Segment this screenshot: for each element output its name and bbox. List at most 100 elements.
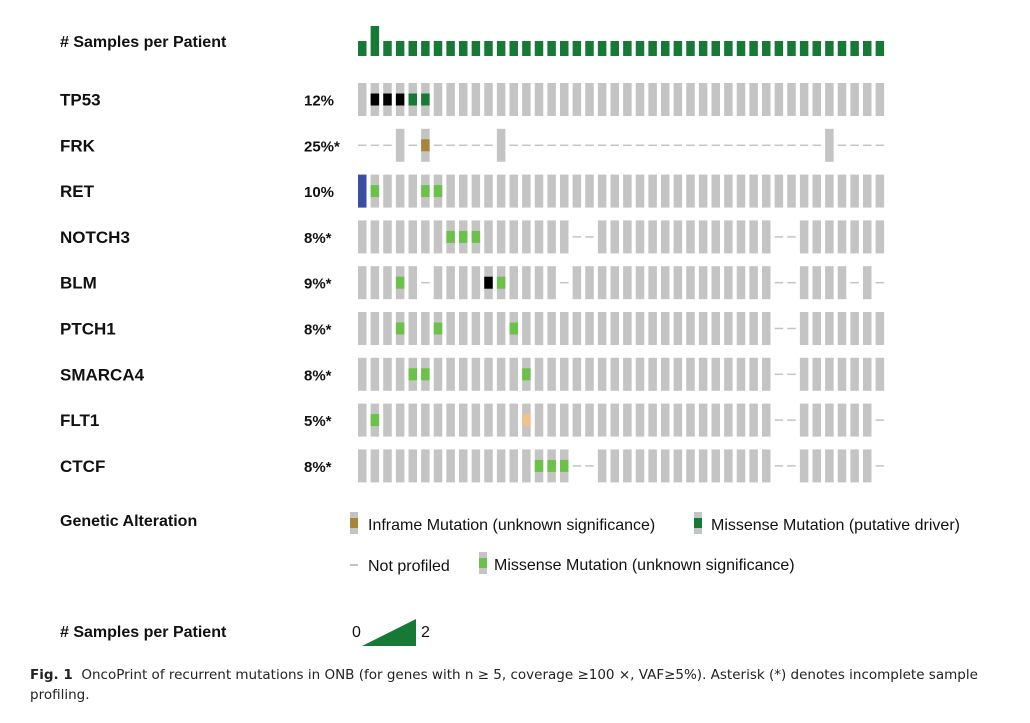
- not-profiled-cell: [471, 144, 481, 147]
- sample-cell: [459, 403, 468, 437]
- sample-cell: [812, 357, 821, 391]
- sample-cell: [749, 403, 758, 437]
- legend-item-missense-unknown: Missense Mutation (unknown significance): [479, 552, 795, 574]
- sample-cell: [875, 357, 885, 391]
- sample-cell: [635, 266, 645, 300]
- not-profiled-cell: [597, 144, 607, 147]
- sample-cell: [623, 403, 632, 437]
- gene-percent: 9%*: [304, 276, 332, 293]
- sample-cell: [736, 220, 746, 254]
- sample-cell: [812, 266, 821, 300]
- sample-cell: [446, 83, 455, 116]
- sample-cell: [661, 83, 670, 116]
- sample-cell: [724, 83, 733, 116]
- sample-cell: [799, 220, 809, 254]
- samples-bar: [648, 41, 657, 56]
- sample-cell: [762, 312, 771, 345]
- not-profiled-cell: [661, 144, 670, 147]
- mutation-mark: [433, 185, 443, 198]
- not-profiled-cell: [635, 144, 645, 147]
- not-profiled-cell: [572, 465, 582, 467]
- sample-cell: [446, 449, 455, 483]
- sample-cell: [749, 174, 758, 208]
- sample-cell: [686, 83, 695, 116]
- sample-cell: [799, 266, 809, 300]
- sample-cell: [383, 357, 392, 391]
- sample-cell: [863, 357, 872, 391]
- sample-cell: [534, 403, 544, 437]
- sample-cell: [446, 312, 455, 345]
- scale-gradient-triangle: [362, 619, 416, 646]
- gene-label: FRK: [60, 136, 96, 155]
- gene-percent: 12%: [304, 93, 334, 110]
- sample-cell: [358, 220, 367, 254]
- sample-cell: [762, 174, 771, 208]
- not-profiled-cell: [850, 144, 859, 147]
- not-profiled-cell: [408, 144, 417, 147]
- sample-cell: [509, 357, 518, 391]
- not-profiled-cell: [370, 144, 380, 147]
- sample-cell: [736, 449, 746, 483]
- sample-cell: [875, 174, 885, 208]
- legend-label-missense-driver: Missense Mutation (putative driver): [711, 517, 960, 534]
- sample-cell: [686, 220, 695, 254]
- sample-cell: [370, 449, 380, 483]
- sample-cell: [358, 403, 367, 437]
- sample-cell: [863, 174, 872, 208]
- sample-cell: [837, 449, 847, 483]
- gene-label: RET: [60, 182, 95, 201]
- sample-cell: [673, 403, 683, 437]
- sample-cell: [698, 83, 708, 116]
- sample-cell: [610, 220, 619, 254]
- sample-cell: [724, 266, 733, 300]
- not-profiled-cell: [547, 144, 556, 147]
- sample-cell: [358, 357, 367, 391]
- sample-cell: [496, 449, 506, 483]
- samples-bar: [572, 41, 582, 56]
- samples-bar: [585, 41, 594, 56]
- samples-bar: [547, 41, 556, 56]
- scale-min-label: 0: [352, 624, 361, 641]
- samples-bar: [724, 41, 733, 56]
- sample-cell: [408, 174, 417, 208]
- not-profiled-cell: [837, 144, 847, 147]
- samples-bar: [358, 41, 367, 56]
- sample-cell: [395, 220, 405, 254]
- not-profiled-cell: [572, 144, 582, 147]
- sample-cell: [724, 357, 733, 391]
- samples-bar: [623, 41, 632, 56]
- sample-cell: [724, 174, 733, 208]
- not-profiled-cell: [736, 144, 746, 147]
- not-profiled-cell: [875, 465, 885, 467]
- sample-cell: [471, 357, 481, 391]
- samples-bar: [446, 41, 455, 56]
- mutation-mark: [547, 459, 556, 472]
- sample-cell: [522, 312, 531, 345]
- sample-cell: [459, 83, 468, 116]
- mutation-mark: [383, 93, 392, 106]
- sample-cell: [597, 174, 607, 208]
- not-profiled-cell: [875, 419, 885, 421]
- sample-cell: [509, 220, 518, 254]
- sample-cell: [408, 312, 417, 345]
- mutation-mark: [534, 459, 544, 472]
- sample-cell: [547, 357, 556, 391]
- sample-cell: [673, 357, 683, 391]
- gene-percent: 8%*: [304, 367, 332, 384]
- sample-cell: [560, 174, 569, 208]
- sample-cell: [370, 312, 380, 345]
- not-profiled-cell: [711, 144, 720, 147]
- sample-cell: [560, 83, 569, 116]
- not-profiled-cell: [648, 144, 657, 147]
- sample-cell: [484, 403, 493, 437]
- samples-bar: [597, 41, 607, 56]
- legend-label-not-profiled: Not profiled: [368, 558, 450, 575]
- sample-cell: [610, 83, 619, 116]
- sample-cell: [597, 83, 607, 116]
- sample-cell: [395, 357, 405, 391]
- sample-cell: [547, 174, 556, 208]
- not-profiled-cell: [787, 236, 796, 238]
- sample-cell: [496, 403, 506, 437]
- not-profiled-cell: [774, 281, 784, 284]
- mutation-mark: [421, 139, 430, 152]
